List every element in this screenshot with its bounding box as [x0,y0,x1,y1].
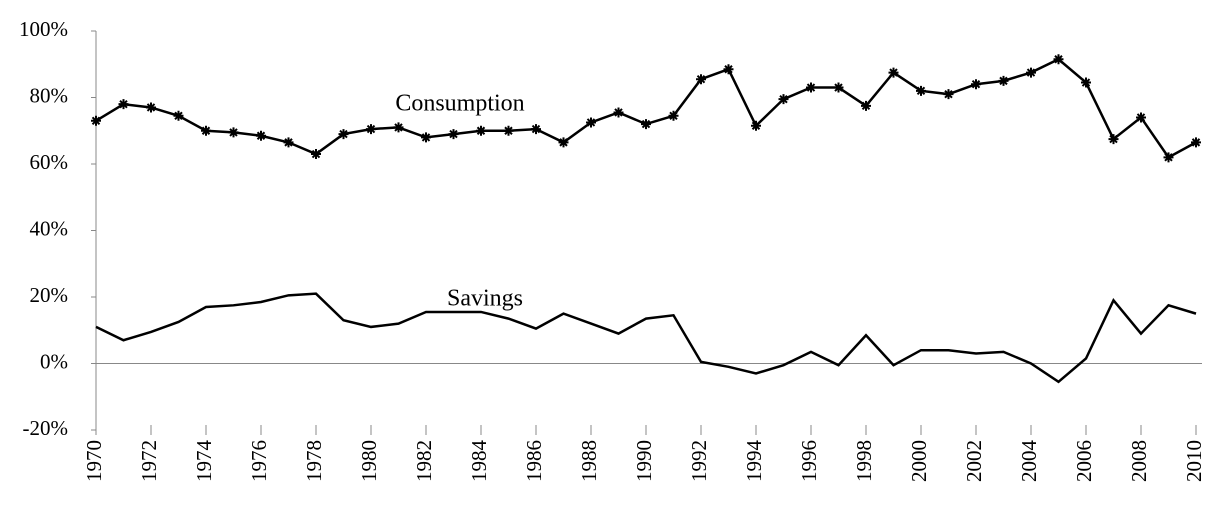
marker [861,100,871,111]
x-tick-label: 1982 [412,440,436,482]
x-tick-label: 2008 [1127,440,1151,482]
y-tick-label: 100% [19,17,68,41]
marker [366,124,376,135]
marker [421,132,431,143]
marker [778,94,789,105]
marker [173,110,184,121]
marker [668,110,679,121]
marker [118,99,129,110]
marker [228,127,239,138]
marker [641,119,651,130]
marker [751,120,761,131]
marker [283,137,294,148]
marker [448,129,459,140]
x-tick-label: 2002 [962,440,986,482]
marker [338,129,349,140]
x-tick-label: 1974 [192,440,216,483]
x-tick-label: 1986 [522,440,546,482]
marker [91,115,101,126]
marker [256,130,266,141]
marker [1136,112,1146,123]
x-tick-label: 1970 [82,440,106,482]
marker [586,117,596,128]
marker [1053,54,1064,65]
y-tick-label: 0% [40,349,68,373]
x-tick-label: 2004 [1017,440,1041,483]
marker [558,137,569,148]
y-tick-label: -20% [23,416,69,440]
x-tick-label: 1992 [687,440,711,482]
series-label: Consumption [395,91,524,117]
marker [1026,67,1036,78]
marker [943,89,954,100]
x-tick-label: 1976 [247,440,271,482]
marker [201,125,211,136]
x-tick-label: 2010 [1182,440,1206,482]
y-tick-label: 20% [30,283,69,307]
marker [503,125,514,136]
x-tick-label: 1972 [137,440,161,482]
series-label: Savings [447,286,523,312]
marker [393,122,404,133]
marker [146,102,156,113]
marker [531,124,541,135]
x-tick-label: 1996 [797,440,821,482]
marker [613,107,624,118]
marker [1108,134,1119,145]
x-tick-label: 1994 [742,440,766,483]
series-line [95,292,1197,384]
x-tick-label: 1984 [467,440,491,483]
marker [1081,77,1091,88]
marker [916,85,926,96]
x-tick-label: 1990 [632,440,656,482]
y-tick-label: 80% [30,83,69,107]
marker [998,75,1009,86]
y-tick-label: 60% [30,150,69,174]
x-tick-label: 2006 [1072,440,1096,482]
marker [696,74,706,85]
y-tick-label: 40% [30,216,69,240]
marker [1191,137,1201,148]
marker [1163,152,1174,163]
x-tick-label: 1978 [302,440,326,482]
marker [723,64,734,75]
x-tick-label: 1980 [357,440,381,482]
x-tick-label: 1988 [577,440,601,482]
marker [888,67,899,78]
marker [476,125,486,136]
marker [311,149,321,160]
x-tick-label: 1998 [852,440,876,482]
x-tick-label: 2000 [907,440,931,482]
marker [971,79,981,90]
marker [806,82,816,93]
marker [833,82,844,93]
